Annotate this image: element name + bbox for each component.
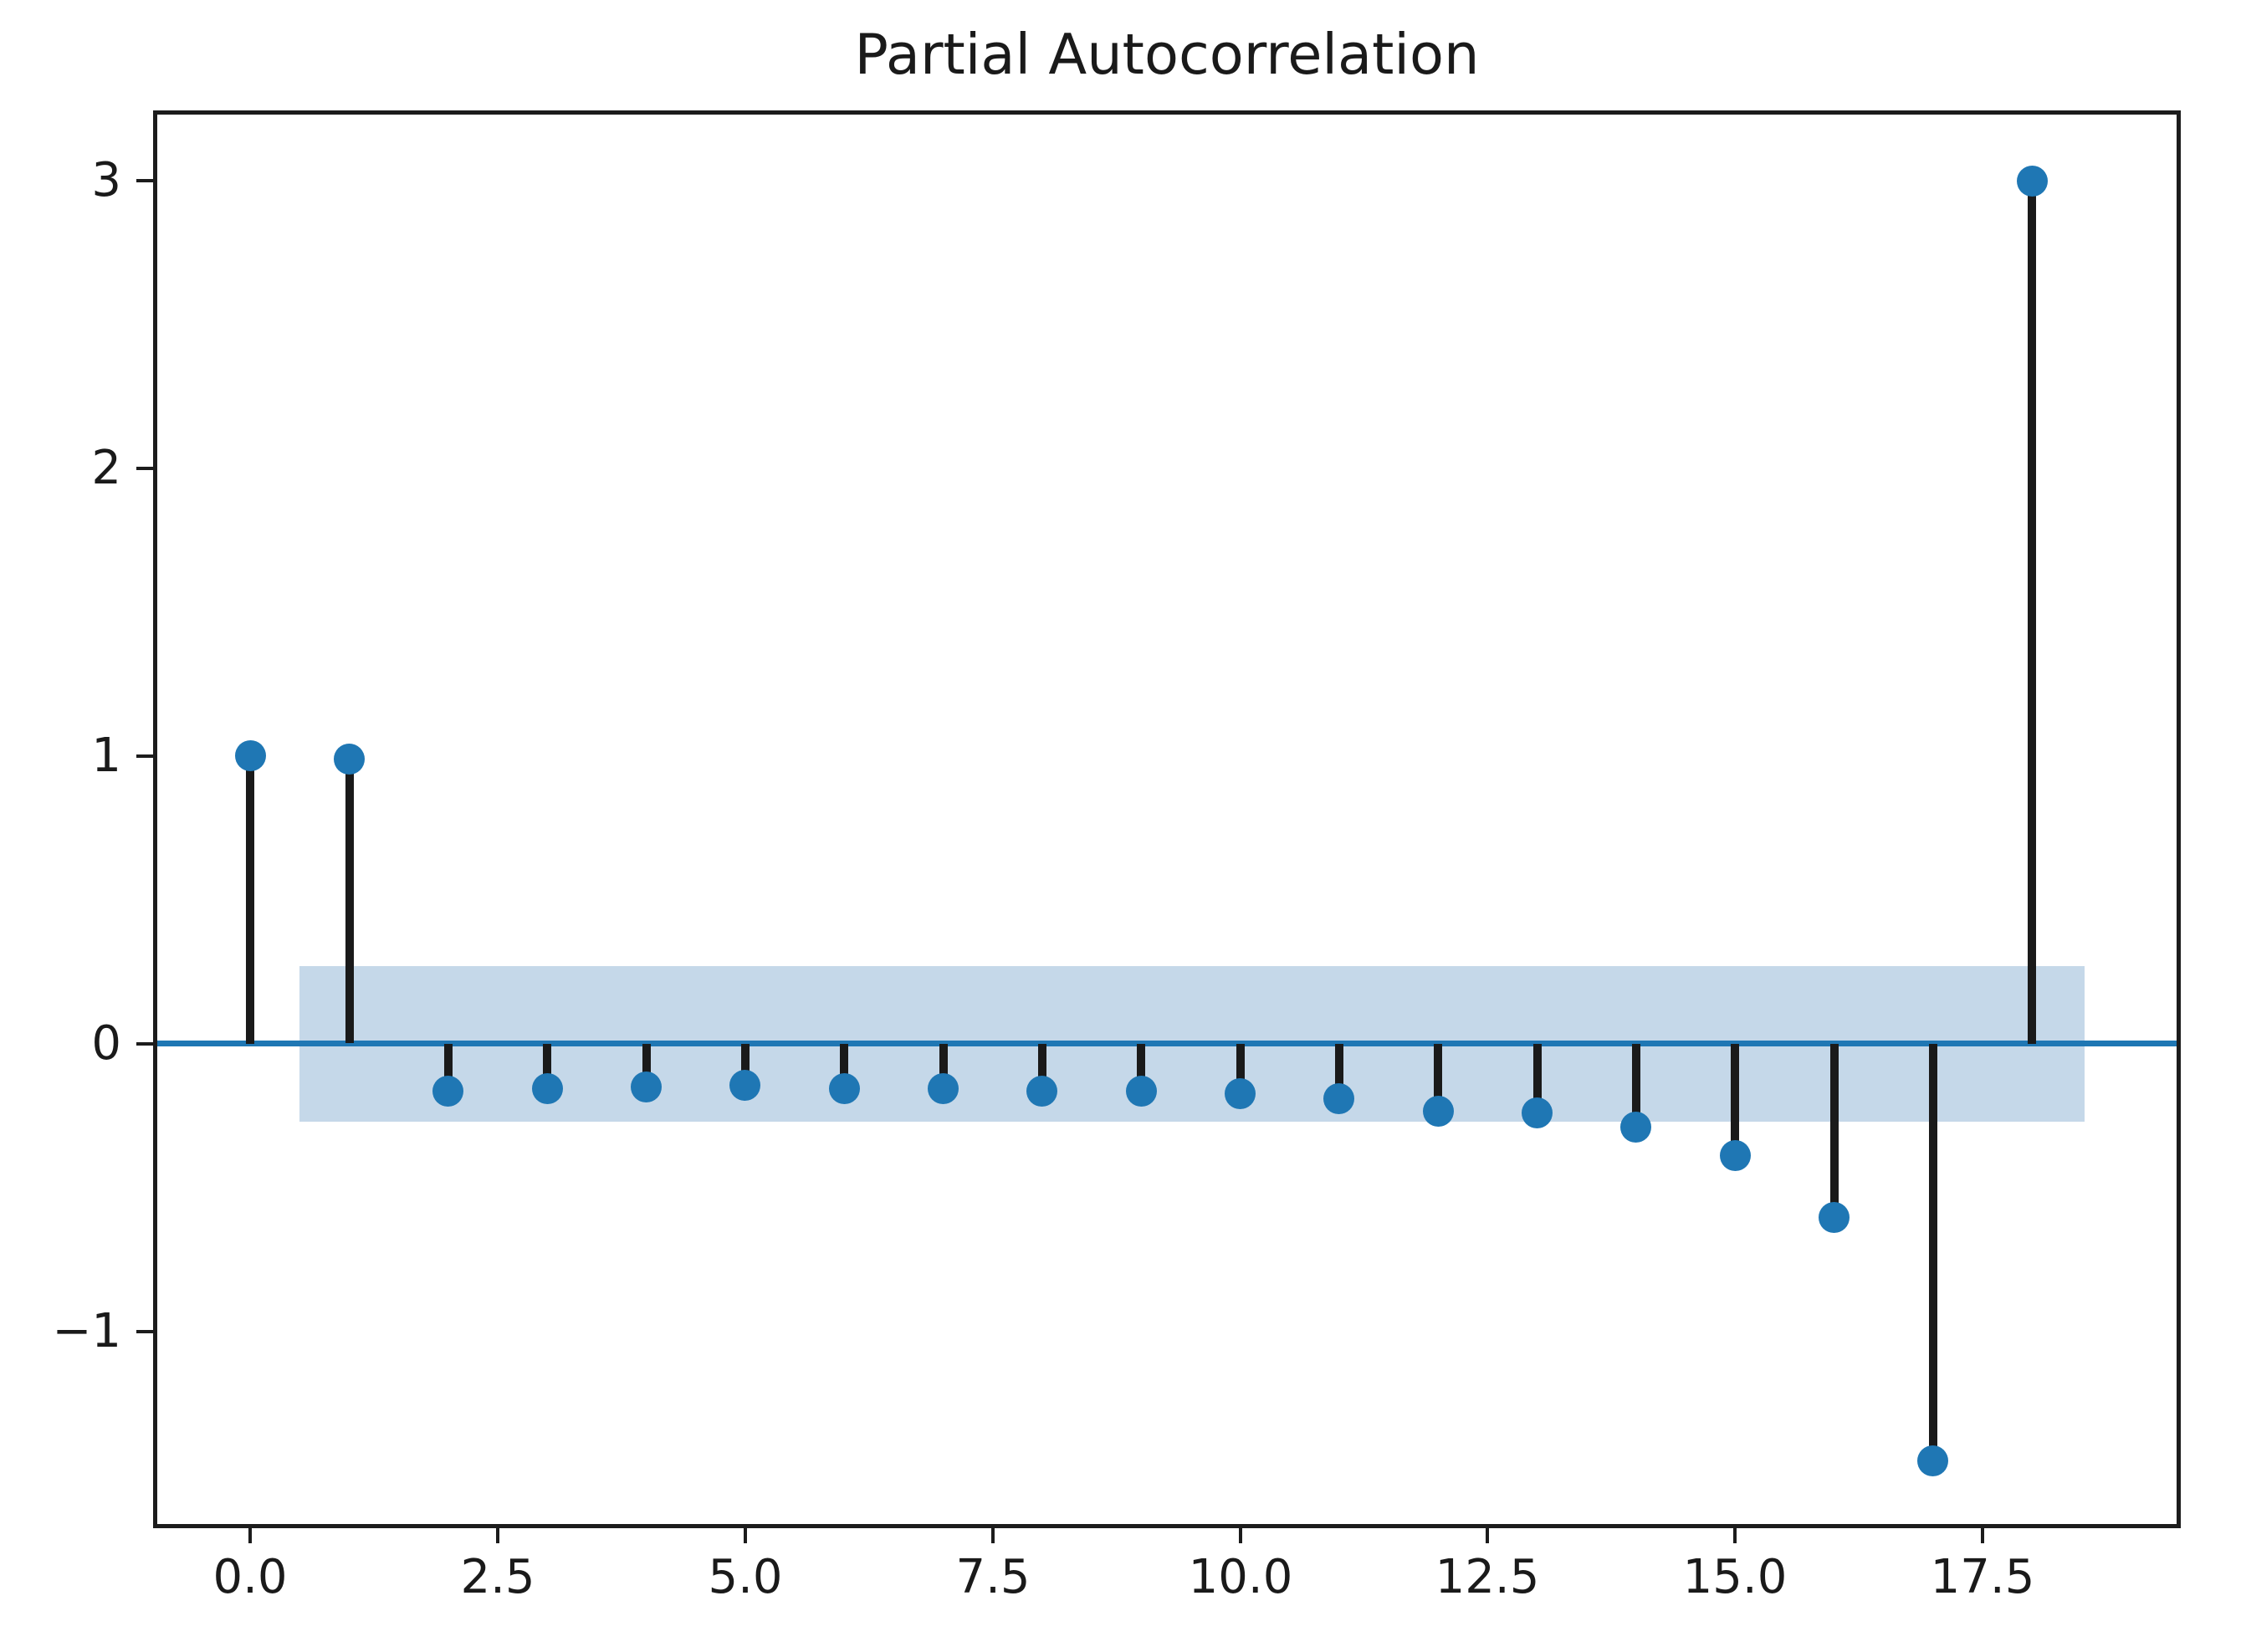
- x-axis-tick: [1239, 1527, 1242, 1543]
- y-axis-tick: [136, 1330, 153, 1333]
- y-axis-tick-label: −1: [52, 1304, 121, 1358]
- data-point-marker: [729, 1070, 760, 1101]
- data-point-marker: [334, 744, 365, 775]
- stem: [1236, 1044, 1245, 1094]
- data-point-marker: [1620, 1112, 1651, 1143]
- x-axis-tick: [1733, 1527, 1737, 1543]
- y-axis-tick-label: 3: [91, 153, 121, 207]
- x-axis-tick: [1486, 1527, 1489, 1543]
- data-point-marker: [1225, 1078, 1256, 1109]
- data-point-marker: [1720, 1140, 1751, 1171]
- x-axis-tick: [991, 1527, 995, 1543]
- data-point-marker: [1126, 1076, 1157, 1107]
- zero-line: [157, 1041, 2177, 1046]
- stem: [1137, 1044, 1145, 1092]
- stem: [1533, 1044, 1542, 1113]
- stem: [1731, 1044, 1739, 1156]
- stem: [345, 759, 354, 1043]
- chart-title: Partial Autocorrelation: [854, 22, 1480, 87]
- data-point-marker: [1423, 1096, 1454, 1127]
- x-axis-tick-label: 12.5: [1435, 1550, 1540, 1604]
- y-axis-tick: [136, 467, 153, 470]
- x-axis-tick: [1981, 1527, 1984, 1543]
- data-point-marker: [928, 1073, 959, 1104]
- stem: [1434, 1044, 1442, 1112]
- y-axis-tick: [136, 179, 153, 182]
- stem: [246, 756, 254, 1044]
- x-axis-tick-label: 2.5: [460, 1550, 535, 1604]
- x-axis-tick: [496, 1527, 499, 1543]
- y-axis-tick-label: 1: [91, 729, 121, 783]
- x-axis-tick-label: 0.0: [212, 1550, 288, 1604]
- stem: [1038, 1044, 1046, 1092]
- y-axis-tick-label: 2: [91, 441, 121, 495]
- x-axis-tick-label: 5.0: [708, 1550, 783, 1604]
- stem: [939, 1044, 948, 1088]
- data-point-marker: [1917, 1445, 1948, 1476]
- stem: [840, 1044, 848, 1088]
- x-axis-tick: [744, 1527, 747, 1543]
- x-axis-tick-label: 7.5: [955, 1550, 1031, 1604]
- data-point-marker: [432, 1076, 463, 1107]
- data-point-marker: [235, 740, 266, 771]
- stem: [2028, 181, 2036, 1044]
- data-point-marker: [2017, 166, 2048, 197]
- stem: [642, 1044, 651, 1087]
- y-axis-tick-label: 0: [91, 1016, 121, 1071]
- stem: [1929, 1044, 1937, 1461]
- data-point-marker: [1522, 1097, 1553, 1128]
- stem: [1632, 1044, 1640, 1128]
- y-axis-tick: [136, 1042, 153, 1046]
- stem: [1335, 1044, 1343, 1098]
- x-axis-tick-label: 17.5: [1930, 1550, 2035, 1604]
- data-point-marker: [829, 1073, 860, 1104]
- x-axis-tick: [248, 1527, 252, 1543]
- stem: [1830, 1044, 1839, 1218]
- y-axis-tick: [136, 754, 153, 758]
- data-point-marker: [532, 1073, 563, 1104]
- stem: [741, 1044, 750, 1086]
- x-axis-tick-label: 15.0: [1682, 1550, 1788, 1604]
- x-axis-tick-label: 10.0: [1188, 1550, 1293, 1604]
- data-point-marker: [631, 1071, 662, 1102]
- stem: [444, 1044, 453, 1092]
- data-point-marker: [1819, 1202, 1850, 1233]
- data-point-marker: [1026, 1076, 1057, 1107]
- data-point-marker: [1323, 1083, 1354, 1114]
- plot-area: [153, 110, 2181, 1528]
- stem: [543, 1044, 551, 1088]
